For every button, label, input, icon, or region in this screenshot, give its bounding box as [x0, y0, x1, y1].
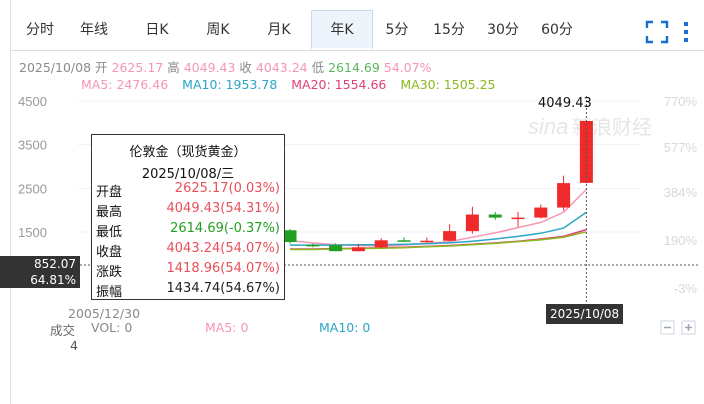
- tooltip-value: 4043.24(54.07%): [166, 241, 280, 256]
- high-label: 高: [167, 60, 180, 75]
- tooltip-row-low: 最低 2614.69(-0.37%): [96, 221, 280, 241]
- crosshair-pct: 64.81%: [30, 273, 76, 287]
- tooltip-label: 最低: [96, 225, 123, 240]
- open-value: 2625.17: [111, 60, 164, 75]
- tooltip-row-high: 最高 4049.43(54.31%): [96, 201, 280, 221]
- zoom-controls: [660, 320, 696, 335]
- zoom-out-icon[interactable]: [660, 320, 675, 335]
- vol-ma5: MA5: 0: [205, 320, 249, 335]
- tooltip-label: 开盘: [96, 185, 123, 200]
- tab-year-k[interactable]: 年K: [311, 10, 373, 50]
- tooltip-value: 2625.17(0.03%): [174, 181, 280, 196]
- tab-30min[interactable]: 30分: [487, 22, 519, 38]
- tab-nianxian[interactable]: 年线: [80, 22, 108, 38]
- tooltip-row-amplitude: 振幅 1434.74(54.67%): [96, 281, 280, 301]
- tab-5min[interactable]: 5分: [385, 22, 409, 38]
- crosshair-price: 852.07: [34, 257, 76, 271]
- period-tabbar: 分时 年线 日K 周K 月K 年K 5分 15分 30分 60分: [11, 10, 704, 51]
- tab-week-k[interactable]: 周K: [206, 22, 230, 38]
- ohlc-info-row: 2025/10/08 开 2625.17 高 4049.43 收 4043.24…: [19, 57, 431, 76]
- tab-day-k[interactable]: 日K: [145, 22, 169, 38]
- ma20-legend: MA20: 1554.66: [291, 77, 387, 92]
- vol-axis-label: 4: [70, 338, 78, 353]
- low-value: 2614.69: [328, 60, 380, 75]
- tooltip-value: 1418.96(54.07%): [166, 261, 280, 276]
- tooltip-label: 收盘: [96, 245, 123, 260]
- tooltip-value: 2614.69(-0.37%): [170, 221, 280, 236]
- more-menu-icon[interactable]: [679, 20, 693, 44]
- ma-legend: MA5: 2476.46 MA10: 1953.78 MA20: 1554.66…: [81, 77, 496, 92]
- start-date-label: 2005/12/30: [68, 306, 141, 321]
- tab-60min[interactable]: 60分: [541, 22, 573, 38]
- ma30-legend: MA30: 1505.25: [400, 77, 496, 92]
- high-value: 4049.43: [183, 60, 236, 75]
- tooltip-label: 振幅: [96, 285, 123, 300]
- vol-value: VOL: 0: [91, 320, 133, 335]
- zoom-in-icon[interactable]: [681, 320, 696, 335]
- tab-fenshi[interactable]: 分时: [26, 22, 54, 38]
- chart-frame: 分时 年线 日K 周K 月K 年K 5分 15分 30分 60分 2025/10…: [10, 0, 704, 404]
- fullscreen-icon[interactable]: [645, 20, 669, 44]
- close-value: 4043.24: [255, 60, 308, 75]
- open-label: 开: [95, 60, 108, 75]
- close-label: 收: [239, 60, 252, 75]
- volume-label: 成交: [50, 323, 76, 338]
- tooltip-date: 2025/10/08/三: [141, 167, 235, 182]
- tooltip-label: 涨跌: [96, 265, 123, 280]
- candle-tooltip: 伦敦金（现货黄金） 2025/10/08/三 开盘 2625.17(0.03%)…: [91, 134, 285, 300]
- tooltip-label: 最高: [96, 205, 123, 220]
- crosshair-date-badge: 2025/10/08: [546, 304, 624, 324]
- tooltip-value: 1434.74(54.67%): [166, 281, 280, 296]
- low-label: 低: [311, 60, 325, 75]
- ma10-legend: MA10: 1953.78: [182, 77, 278, 92]
- tab-month-k[interactable]: 月K: [267, 22, 291, 38]
- change-pct: 54.07%: [383, 60, 432, 75]
- tooltip-row-open: 开盘 2625.17(0.03%): [96, 181, 280, 201]
- tooltip-row-change: 涨跌 1418.96(54.07%): [96, 261, 280, 281]
- tooltip-row-close: 收盘 4043.24(54.07%): [96, 241, 280, 261]
- info-date: 2025/10/08: [19, 60, 92, 75]
- crosshair-price-badge: 852.07 64.81%: [0, 256, 80, 288]
- tooltip-value: 4049.43(54.31%): [166, 201, 280, 216]
- tooltip-title: 伦敦金（现货黄金）: [129, 145, 247, 160]
- peak-value-label: 4049.43: [538, 96, 592, 111]
- vol-ma10: MA10: 0: [319, 320, 371, 335]
- ma5-legend: MA5: 2476.46: [81, 77, 169, 92]
- tab-15min[interactable]: 15分: [433, 22, 465, 38]
